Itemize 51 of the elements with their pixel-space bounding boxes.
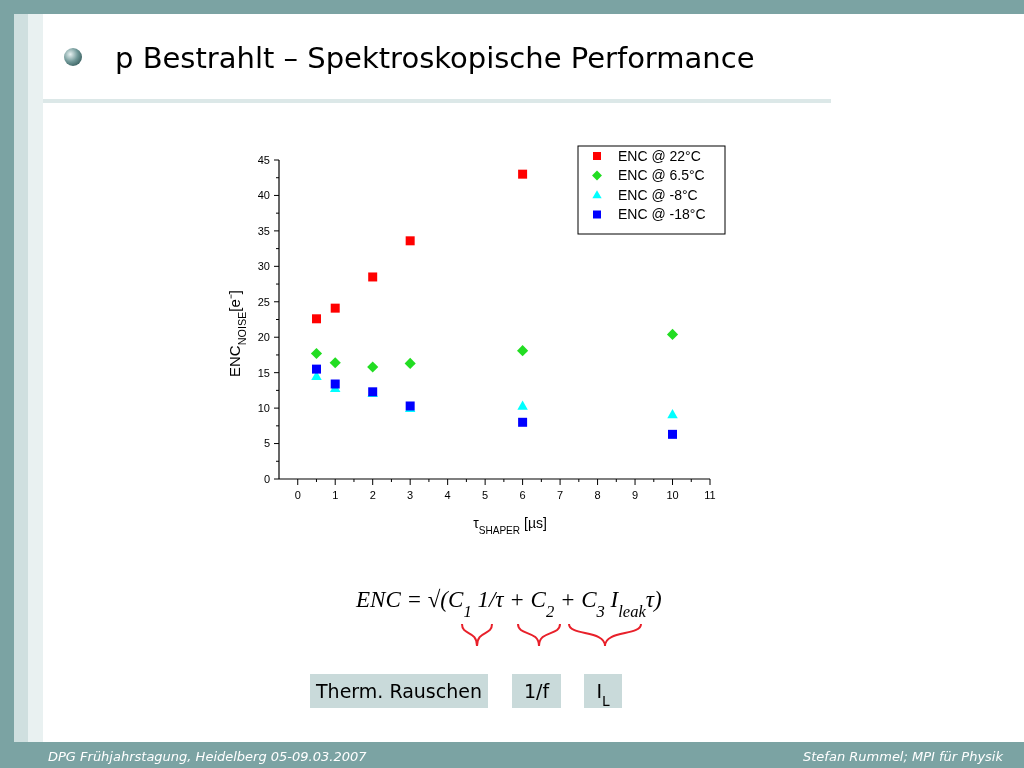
chart-title: p Bestrahlt – Spektroskopische Performance bbox=[115, 41, 755, 75]
y-tick-label: 20 bbox=[257, 331, 270, 344]
point bbox=[310, 347, 323, 360]
x-tick-label: 4 bbox=[444, 489, 451, 501]
x-tick-label: 8 bbox=[594, 489, 601, 501]
point bbox=[368, 272, 378, 282]
point bbox=[666, 328, 679, 340]
point bbox=[517, 400, 528, 410]
x-tick-label: 7 bbox=[557, 489, 564, 501]
x-tick-label: 0 bbox=[294, 489, 301, 501]
legend-label: ENC @ -8°C bbox=[618, 186, 698, 203]
y-tick-label: 30 bbox=[257, 260, 270, 273]
y-tick-label: 0 bbox=[263, 472, 270, 485]
legend-label: ENC @ -18°C bbox=[618, 206, 706, 223]
y-tick-label: 15 bbox=[257, 366, 270, 379]
x-tick-label: 2 bbox=[369, 489, 376, 501]
x-tick-label: 10 bbox=[666, 489, 679, 501]
text: ENC = √(C$_{1}$ 1/τ + C$_{2}$ + C$_{3}$ I$_{leak}$τ) bbox=[356, 587, 662, 621]
legend-label: ENC @ 22°C bbox=[618, 147, 701, 164]
point bbox=[518, 417, 528, 427]
y-tick-label: 5 bbox=[263, 437, 270, 450]
x-tick-label: 5 bbox=[482, 489, 489, 501]
x-tick-label: 9 bbox=[631, 489, 639, 501]
text: DPG Frühjahrstagung, Heidelberg 05-09.03.2007 bbox=[48, 749, 368, 764]
point bbox=[518, 169, 528, 179]
x-tick-label: 11 bbox=[704, 489, 716, 501]
x-axis-title: τ$_{SHAPER}$ [µs] bbox=[473, 515, 547, 536]
point bbox=[517, 345, 529, 357]
x-tick-label: 6 bbox=[519, 489, 526, 501]
text: Therm. Rauschen bbox=[315, 679, 482, 702]
point bbox=[667, 409, 678, 419]
point bbox=[329, 357, 341, 369]
point bbox=[330, 303, 340, 313]
text: Stefan Rummel; MPI für Physik bbox=[803, 749, 1004, 764]
point bbox=[367, 361, 379, 373]
x-tick-label: 3 bbox=[407, 489, 414, 501]
legend-label: ENC @ 6.5°C bbox=[618, 167, 705, 184]
y-tick-label: 35 bbox=[257, 224, 270, 237]
point bbox=[311, 364, 321, 374]
text: 1/f bbox=[523, 679, 551, 702]
y-tick-label: 45 bbox=[257, 153, 270, 166]
point bbox=[404, 357, 416, 370]
x-tick-label: 1 bbox=[332, 489, 339, 501]
y-tick-label: 25 bbox=[257, 295, 270, 308]
point bbox=[668, 429, 678, 439]
point bbox=[311, 314, 321, 324]
y-tick-label: 40 bbox=[257, 189, 270, 202]
text: I$_{L}$ bbox=[596, 679, 610, 709]
point bbox=[330, 379, 340, 389]
y-tick-label: 10 bbox=[257, 401, 270, 414]
point bbox=[405, 236, 415, 246]
